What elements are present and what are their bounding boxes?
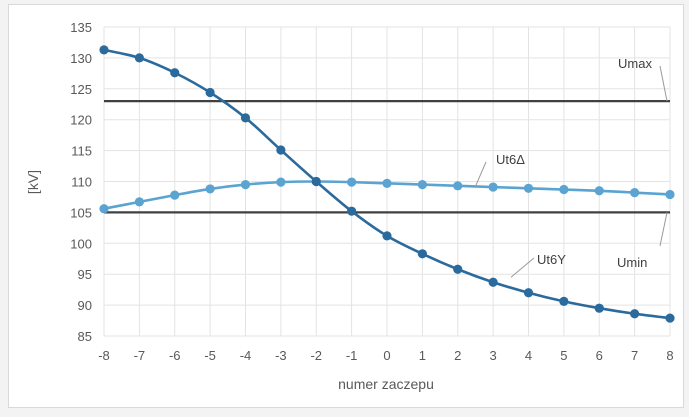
- data-point: [99, 45, 109, 55]
- y-axis-title: [kV]: [25, 170, 41, 194]
- data-point: [240, 179, 251, 190]
- y-tick-labels: 85 90 95 100 105 110 115 120 125 130 135: [70, 20, 92, 344]
- data-point: [630, 309, 640, 319]
- data-point: [488, 182, 498, 192]
- x-tick-label: 6: [596, 348, 603, 363]
- y-tick-label: 110: [71, 175, 92, 190]
- data-point: [594, 186, 604, 196]
- y-tick-label: 135: [70, 20, 92, 35]
- y-tick-label: 130: [70, 51, 92, 66]
- reference-lines: [104, 100, 670, 214]
- data-point: [347, 177, 357, 187]
- y-tick-label: 90: [78, 298, 92, 313]
- annotations: Umax Umin Ut6Δ Ut6Y: [475, 56, 668, 278]
- x-tick-label: 0: [383, 348, 390, 363]
- data-point: [594, 303, 604, 313]
- data-point: [417, 249, 427, 259]
- x-tick-label: -8: [98, 348, 110, 363]
- x-tick-label: 4: [525, 348, 532, 363]
- umax-leader: [659, 65, 668, 102]
- umax-label: Umax: [618, 56, 652, 71]
- data-point: [453, 181, 463, 191]
- data-point: [665, 189, 675, 200]
- x-tick-label: -6: [169, 348, 181, 363]
- data-point: [205, 87, 215, 98]
- ut6d-label: Ut6Δ: [496, 152, 525, 167]
- x-tick-label: -2: [310, 348, 322, 363]
- umin-label: Umin: [617, 255, 647, 270]
- x-tick-label: -5: [204, 348, 216, 363]
- data-point: [311, 176, 321, 187]
- data-point: [523, 288, 534, 298]
- x-tick-label: -1: [346, 348, 358, 363]
- x-tick-label: 8: [666, 348, 673, 363]
- data-point: [488, 277, 498, 287]
- data-point: [417, 179, 427, 190]
- y-tick-label: 105: [70, 205, 92, 220]
- x-tick-label: 1: [419, 348, 426, 363]
- x-tick-label: -4: [240, 348, 252, 363]
- data-point: [382, 231, 392, 241]
- x-axis-title: numer zaczepu: [338, 376, 434, 392]
- data-point: [665, 313, 675, 323]
- data-point: [170, 190, 180, 200]
- ut6d-leader: [475, 161, 487, 186]
- data-point: [630, 188, 640, 198]
- data-point: [347, 206, 357, 216]
- x-tick-label: 7: [631, 348, 638, 363]
- ut6y-leader: [510, 257, 535, 278]
- y-tick-label: 120: [70, 113, 92, 128]
- x-tick-label: -3: [275, 348, 287, 363]
- data-point: [523, 183, 534, 193]
- series-layer: [99, 45, 675, 323]
- x-tick-labels: -8 -7 -6 -5 -4 -3 -2 -1 0 1 2 3 4 5 6 7 8: [98, 348, 673, 363]
- data-point: [134, 53, 144, 63]
- data-point: [134, 197, 144, 207]
- y-tick-label: 100: [70, 236, 92, 251]
- data-point: [453, 264, 463, 274]
- y-tick-label: 85: [78, 329, 92, 344]
- y-tick-label: 95: [78, 267, 92, 282]
- data-point: [559, 296, 569, 306]
- data-point: [559, 184, 569, 195]
- y-tick-label: 125: [70, 82, 92, 97]
- data-point: [170, 68, 180, 78]
- ut6y-label: Ut6Y: [537, 252, 566, 267]
- data-point: [276, 177, 286, 187]
- y-tick-label: 115: [71, 144, 92, 159]
- x-tick-label: -7: [134, 348, 146, 363]
- data-point: [276, 145, 286, 155]
- x-tick-label: 3: [490, 348, 497, 363]
- data-point: [382, 178, 392, 188]
- data-point: [205, 184, 215, 194]
- x-tick-label: 5: [560, 348, 567, 363]
- umin-leader: [659, 212, 668, 247]
- data-point: [240, 113, 251, 123]
- data-point: [99, 204, 109, 214]
- x-tick-label: 2: [454, 348, 461, 363]
